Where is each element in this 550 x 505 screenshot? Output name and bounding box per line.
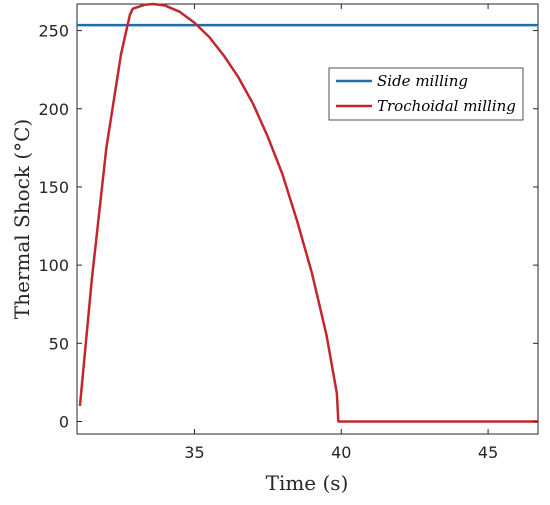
- y-tick-label: 0: [59, 412, 69, 431]
- x-axis-label: Time (s): [266, 471, 349, 495]
- x-tick-label: 40: [331, 443, 351, 462]
- legend-box: [328, 67, 524, 121]
- legend-entry-trochoidal-milling: Trochoidal milling: [377, 97, 516, 115]
- y-tick-label: 200: [38, 100, 69, 119]
- series-line-trochoidal-milling: [78, 2, 538, 423]
- x-tick-label: 45: [478, 443, 498, 462]
- tick-layer: 35 40 45 0 50 100 150 200 250: [38, 4, 538, 462]
- series-layer: [77, 2, 538, 423]
- legend-entry-side-milling: Side milling: [377, 72, 468, 90]
- y-tick-label: 50: [49, 334, 69, 353]
- y-tick-label: 100: [38, 256, 69, 275]
- x-tick-label: 35: [184, 443, 204, 462]
- y-tick-label: 150: [38, 178, 69, 197]
- legend: Side milling Trochoidal milling: [328, 67, 524, 121]
- y-tick-label: 250: [38, 22, 69, 41]
- y-axis-label: Thermal Shock (°C): [10, 119, 34, 319]
